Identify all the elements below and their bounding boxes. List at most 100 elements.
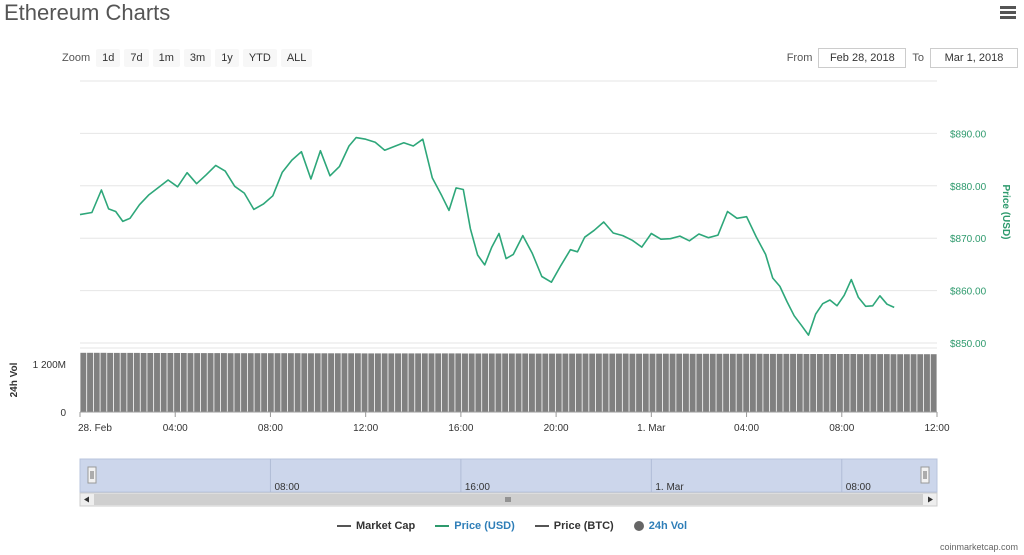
- volume-bar: [187, 353, 194, 412]
- volume-bar: [749, 353, 756, 412]
- page-title: Ethereum Charts: [4, 0, 171, 25]
- volume-bar: [328, 353, 335, 412]
- volume-bar: [294, 353, 301, 412]
- x-tick-label-0: 28. Feb: [78, 423, 112, 434]
- volume-bar: [160, 353, 167, 412]
- legend-marker-price-usd: [435, 525, 450, 527]
- zoom-label: Zoom: [62, 52, 91, 64]
- volume-bar: [662, 353, 669, 412]
- x-tick-label-1: 04:00: [163, 423, 188, 434]
- x-tick-label-8: 08:00: [829, 423, 854, 434]
- volume-bar: [227, 353, 234, 412]
- volume-bar: [462, 353, 468, 412]
- volume-bar: [488, 353, 495, 412]
- volume-bar: [763, 353, 770, 412]
- volume-bar: [348, 353, 355, 412]
- navigator-right-handle[interactable]: [920, 466, 930, 484]
- volume-bar: [522, 353, 529, 412]
- zoom-button-1y[interactable]: 1y: [215, 49, 239, 67]
- from-date-input[interactable]: [818, 48, 907, 68]
- volume-bar: [408, 353, 415, 412]
- volume-bar: [924, 354, 930, 412]
- x-tick-label-2: 08:00: [258, 423, 283, 434]
- volume-bar: [80, 352, 87, 412]
- navigator-tick-label-1: 16:00: [465, 482, 490, 493]
- price-tick-label-1: $880.00: [950, 182, 987, 193]
- volume-bar: [555, 353, 562, 412]
- volume-bar: [87, 352, 93, 412]
- scroll-left-arrow-icon[interactable]: [84, 496, 89, 503]
- volume-bar: [133, 352, 140, 412]
- volume-axis-title: 24h Vol: [9, 362, 20, 397]
- navigator-scrollbar[interactable]: [79, 492, 938, 507]
- volume-bar: [830, 354, 837, 412]
- volume-bar: [669, 353, 676, 412]
- volume-tick-label-0: 1 200M: [33, 360, 66, 371]
- volume-bar: [401, 353, 408, 412]
- zoom-button-all[interactable]: ALL: [280, 49, 313, 67]
- navigator-range-selection: [79, 458, 938, 493]
- price-tick-label-2: $870.00: [950, 234, 987, 245]
- volume-bar: [167, 353, 174, 412]
- volume-bar: [622, 353, 629, 412]
- source-credit[interactable]: coinmarketcap.com: [939, 542, 1018, 552]
- volume-bar: [857, 354, 863, 412]
- to-label: To: [912, 52, 924, 64]
- volume-bar: [421, 353, 428, 412]
- volume-bar: [127, 352, 134, 412]
- navigator-left-handle[interactable]: [87, 466, 97, 484]
- zoom-button-3m[interactable]: 3m: [183, 49, 212, 67]
- x-tick-label-3: 12:00: [353, 423, 378, 434]
- volume-bar: [194, 353, 201, 412]
- volume-bar: [562, 353, 569, 412]
- volume-bar: [221, 353, 227, 412]
- zoom-button-1m[interactable]: 1m: [152, 49, 180, 67]
- volume-bar: [214, 353, 221, 412]
- zoom-button-7d[interactable]: 7d: [124, 49, 149, 67]
- to-date-input[interactable]: [930, 48, 1018, 68]
- volume-bar: [917, 354, 924, 412]
- volume-bar: [843, 354, 850, 412]
- volume-bar: [636, 353, 643, 412]
- volume-bar: [729, 353, 736, 412]
- zoom-button-ytd[interactable]: YTD: [242, 49, 277, 67]
- volume-bar: [267, 353, 274, 412]
- volume-bar: [850, 354, 857, 412]
- legend-item-market-cap[interactable]: Market Cap: [336, 520, 416, 532]
- navigator-tick-label-3: 08:00: [846, 482, 871, 493]
- volume-bar: [113, 352, 120, 412]
- legend-label-price-btc: Price (BTC): [553, 520, 614, 532]
- volume-bar: [502, 353, 509, 412]
- volume-bar: [756, 353, 763, 412]
- volume-bar: [816, 354, 823, 412]
- volume-bar: [361, 353, 368, 412]
- volume-bar: [508, 353, 515, 412]
- hamburger-menu-icon[interactable]: [1000, 6, 1016, 20]
- legend-item-price-usd[interactable]: Price (USD): [435, 520, 515, 532]
- legend-item-price-btc[interactable]: Price (BTC): [534, 520, 614, 532]
- volume-bar: [441, 353, 448, 412]
- volume-bar: [395, 353, 401, 412]
- volume-bar: [743, 353, 750, 412]
- volume-bar: [696, 353, 703, 412]
- volume-bar: [930, 354, 937, 412]
- volume-bar: [354, 353, 361, 412]
- volume-bar: [836, 354, 843, 412]
- zoom-button-1d[interactable]: 1d: [96, 49, 121, 67]
- legend-label-market-cap: Market Cap: [355, 520, 416, 532]
- volume-bar: [281, 353, 288, 412]
- volume-bar: [602, 353, 609, 412]
- volume-bar: [321, 353, 328, 412]
- volume-bar: [682, 353, 689, 412]
- volume-bar: [93, 352, 100, 412]
- date-range: From To: [781, 48, 1018, 68]
- scroll-right-arrow-icon[interactable]: [928, 496, 933, 503]
- volume-bar: [308, 353, 314, 412]
- volume-bar: [535, 353, 542, 412]
- legend-label-price-usd: Price (USD): [454, 520, 515, 532]
- volume-bar: [897, 354, 904, 412]
- legend-item-24h-vol[interactable]: 24h Vol: [633, 520, 687, 532]
- volume-bar: [475, 353, 482, 412]
- volume-bar: [482, 353, 489, 412]
- volume-bar: [589, 353, 596, 412]
